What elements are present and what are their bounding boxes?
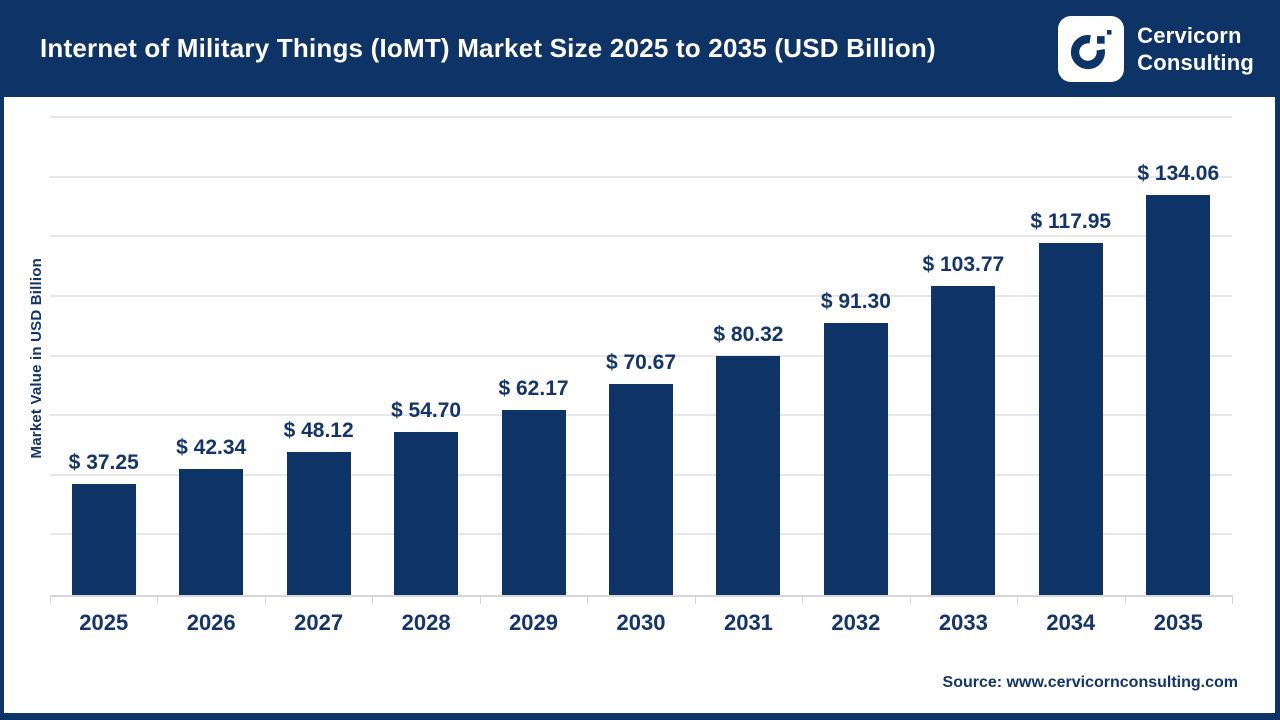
cervicorn-logo-icon bbox=[1058, 15, 1125, 82]
axis-tick bbox=[479, 595, 481, 604]
x-tick-label: 2029 bbox=[509, 610, 559, 635]
bar-slot: $ 42.34 2026 bbox=[157, 120, 264, 635]
brand-name-line2: Consulting bbox=[1137, 49, 1254, 75]
axis-tick bbox=[50, 595, 51, 604]
page-title: Internet of Military Things (IoMT) Marke… bbox=[40, 33, 936, 63]
x-tick-label: 2034 bbox=[1046, 610, 1096, 635]
header: Internet of Military Things (IoMT) Marke… bbox=[0, 0, 1280, 97]
axis-tick bbox=[1017, 595, 1019, 604]
bar-value-label: $ 117.95 bbox=[1030, 210, 1112, 234]
x-tick-label: 2026 bbox=[186, 610, 236, 635]
gridline bbox=[50, 235, 1232, 238]
bar-slot: $ 134.06 2035 bbox=[1125, 120, 1232, 635]
bar bbox=[1146, 195, 1211, 595]
x-tick-label: 2027 bbox=[294, 610, 344, 635]
bar-value-label: $ 91.30 bbox=[820, 289, 891, 313]
brand-name-line1: Cervicorn bbox=[1137, 22, 1242, 48]
brand-logo: Cervicorn Consulting bbox=[1058, 15, 1254, 82]
axis-tick bbox=[694, 595, 696, 604]
gridline bbox=[50, 294, 1232, 297]
bar-slot: $ 91.30 2032 bbox=[802, 120, 909, 635]
bar-value-label: $ 37.25 bbox=[68, 450, 139, 474]
bar-value-label: $ 80.32 bbox=[713, 322, 784, 346]
axis-tick bbox=[587, 595, 589, 604]
source-text: Source: www.cervicornconsulting.com bbox=[942, 674, 1238, 691]
gridline bbox=[50, 175, 1232, 178]
x-tick-label: 2030 bbox=[616, 610, 666, 635]
axis-tick bbox=[264, 595, 266, 604]
bar-value-label: $ 134.06 bbox=[1137, 162, 1220, 186]
axis-tick bbox=[157, 595, 159, 604]
x-tick-label: 2025 bbox=[79, 610, 129, 635]
bar-value-label: $ 48.12 bbox=[283, 418, 354, 442]
gridline bbox=[50, 116, 1232, 118]
bar-value-label: $ 54.70 bbox=[391, 398, 462, 422]
bar-value-label: $ 70.67 bbox=[605, 351, 677, 375]
bar bbox=[179, 468, 244, 595]
bar-value-label: $ 42.34 bbox=[176, 435, 247, 459]
bar-value-label: $ 103.77 bbox=[922, 252, 1005, 276]
bar-slot: $ 62.17 2029 bbox=[480, 120, 587, 635]
brand-name: Cervicorn Consulting bbox=[1137, 22, 1254, 76]
y-axis-title: Market Value in USD Billion bbox=[22, 120, 50, 597]
x-tick-label: 2028 bbox=[401, 610, 451, 635]
bar-slot: $ 48.12 2027 bbox=[265, 120, 372, 635]
bar bbox=[501, 409, 566, 595]
bar-slot: $ 70.67 2030 bbox=[587, 120, 694, 635]
bar bbox=[1038, 243, 1103, 595]
bar-slot: $ 103.77 2033 bbox=[910, 120, 1017, 635]
bar-slot: $ 117.95 2034 bbox=[1017, 120, 1124, 635]
gridline bbox=[50, 354, 1232, 357]
x-tick-label: 2033 bbox=[938, 610, 988, 635]
bar-slot: $ 80.32 2031 bbox=[695, 120, 802, 635]
bar bbox=[931, 285, 996, 595]
axis-tick bbox=[909, 595, 911, 604]
bar bbox=[823, 322, 888, 595]
x-tick-label: 2035 bbox=[1153, 610, 1203, 635]
axis-tick bbox=[1232, 595, 1233, 604]
axis-tick bbox=[802, 595, 804, 604]
bar bbox=[608, 384, 673, 595]
bar-value-label: $ 62.17 bbox=[498, 376, 569, 400]
bar bbox=[286, 451, 351, 595]
x-tick-label: 2032 bbox=[831, 610, 881, 635]
x-tick-label: 2031 bbox=[723, 610, 773, 635]
axis-tick bbox=[372, 595, 374, 604]
bar bbox=[71, 483, 136, 595]
bar-slot: $ 54.70 2028 bbox=[372, 120, 479, 635]
plot-area: $ 37.25 2025 $ 42.34 2026 $ 48.12 2027 $ 54.70… bbox=[50, 116, 1233, 635]
y-axis-title-text: Market Value in USD Billion bbox=[27, 258, 45, 459]
bar bbox=[716, 355, 781, 595]
axis-tick bbox=[1124, 595, 1126, 604]
bar-slot: $ 37.25 2025 bbox=[50, 120, 157, 635]
bar bbox=[394, 431, 459, 595]
